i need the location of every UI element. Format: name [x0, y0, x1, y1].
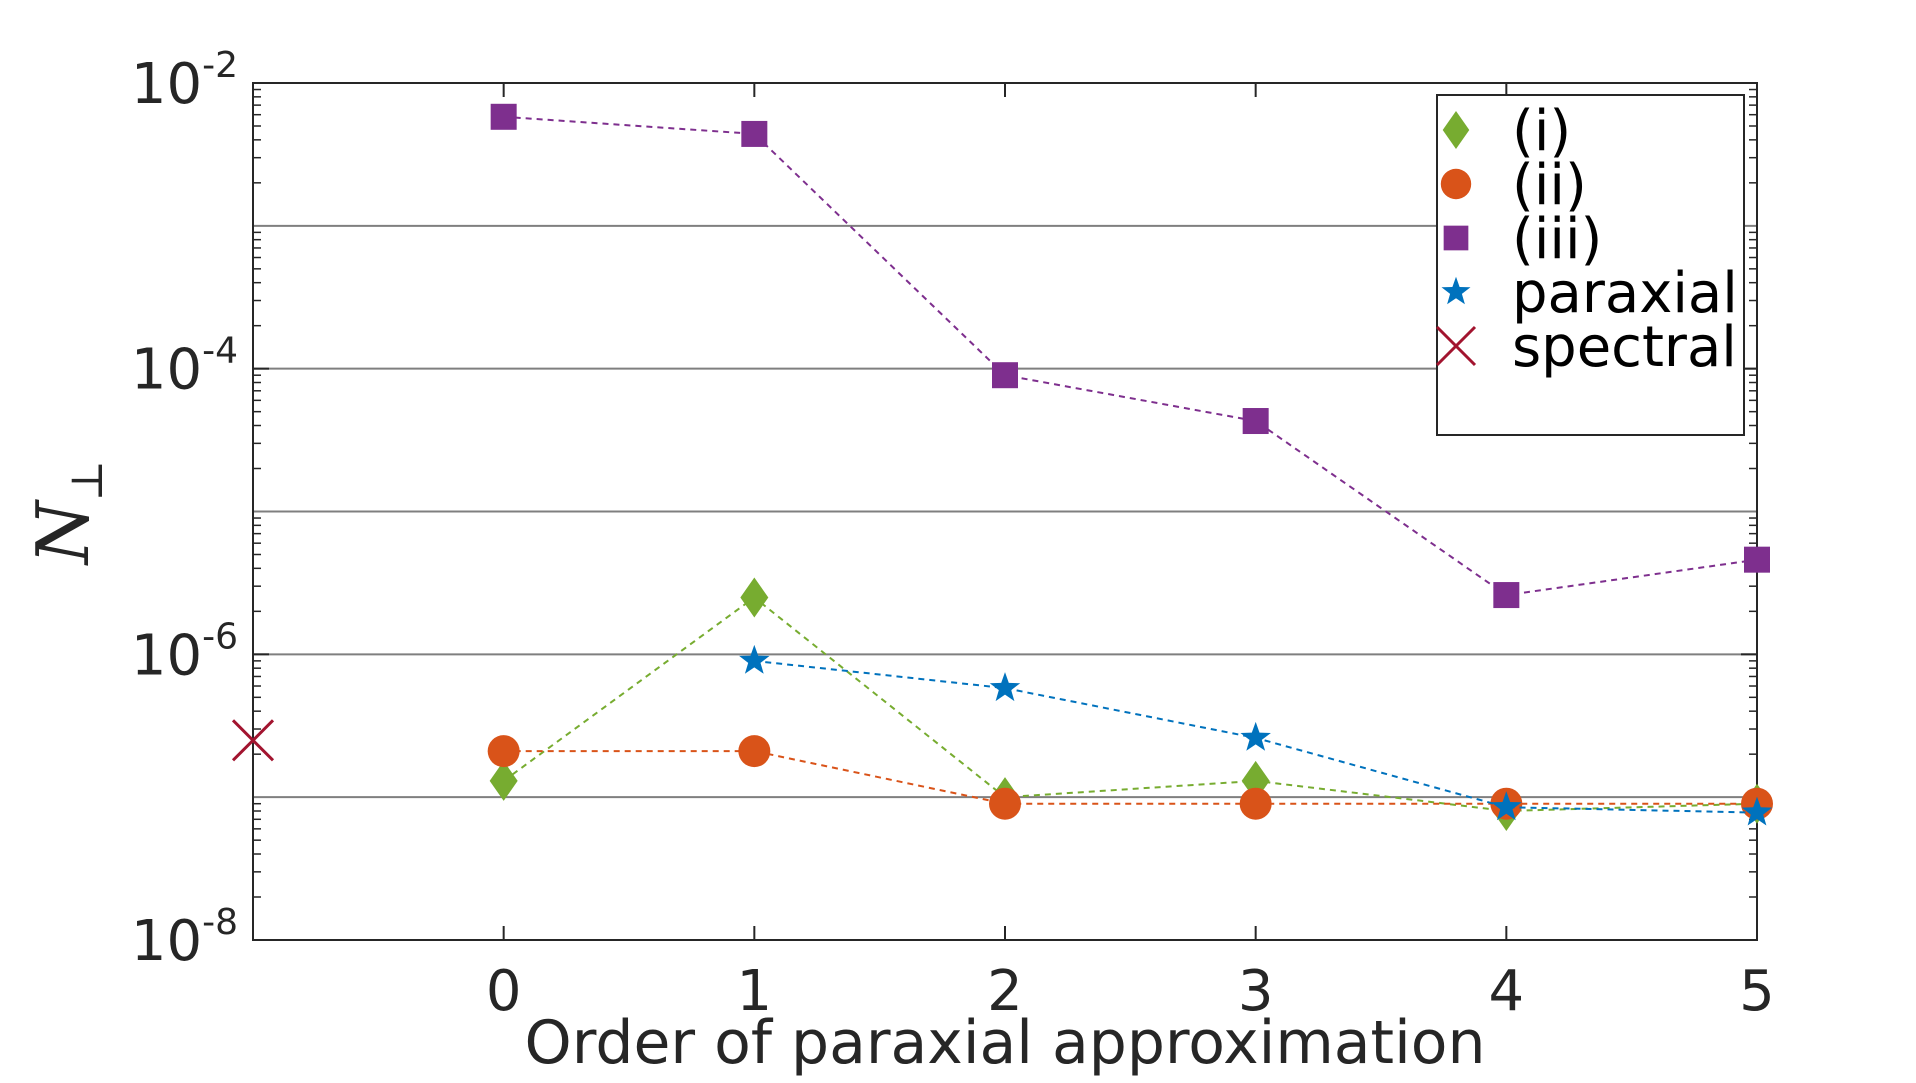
data-point-paraxial [1491, 791, 1522, 821]
data-point-iii [490, 103, 517, 130]
x-axis: 0 1 2 3 4 5 [486, 83, 1775, 1024]
legend-label-iii: (iii) [1512, 207, 1602, 272]
data-point-ii [487, 735, 520, 768]
legend-marker-i [1442, 111, 1470, 149]
data-point-iii [741, 120, 768, 147]
y-axis-label-symbol: N [21, 498, 105, 566]
series-layer [231, 103, 1773, 832]
y-tick-label: 10-2 [131, 45, 238, 117]
data-point-paraxial [1741, 796, 1773, 826]
y-tick-label-exponent: -6 [202, 616, 238, 657]
legend-marker-iii [1443, 225, 1469, 251]
x-tick-label: 3 [1238, 959, 1274, 1024]
data-point-iii [1744, 546, 1770, 573]
y-tick-label-exponent: -2 [202, 45, 238, 86]
series-line-iii [503, 115, 1758, 597]
data-point-ii [989, 787, 1021, 820]
data-point-spectral [231, 719, 275, 762]
data-point-paraxial [739, 644, 770, 674]
y-axis-label-subscript: ⊥ [62, 460, 113, 501]
legend-label-paraxial: paraxial [1512, 261, 1738, 326]
legend-marker-ii [1440, 168, 1472, 200]
y-axis: 10-810-610-410-2 [131, 45, 1757, 974]
y-tick-label-base: 10 [131, 52, 202, 117]
legend-box [1436, 94, 1745, 436]
data-point-i [489, 760, 518, 801]
y-tick-label: 10-8 [131, 902, 238, 974]
legend-marker-spectral [1435, 325, 1477, 367]
x-tick-label: 2 [987, 959, 1023, 1024]
data-point-paraxial [1240, 721, 1271, 751]
data-point-ii [1239, 787, 1272, 820]
data-point-iii [1493, 582, 1520, 609]
data-point-iii [1242, 408, 1269, 435]
y-tick-label-base: 10 [131, 623, 202, 688]
legend-marker-paraxial [1441, 276, 1471, 305]
x-tick-label: 0 [486, 959, 522, 1024]
y-axis-label: N⊥ [21, 460, 113, 566]
x-axis-label: Order of paraxial approximation [525, 1008, 1486, 1078]
svg-text:N⊥: N⊥ [21, 460, 113, 566]
data-point-ii [738, 735, 771, 768]
y-tick-label: 10-4 [131, 331, 238, 403]
legend-label-spectral: spectral [1512, 315, 1737, 380]
x-tick-label: 4 [1489, 959, 1525, 1024]
y-tick-label-base: 10 [131, 909, 202, 974]
series-line-ii [503, 750, 1757, 805]
legend-label-ii: (ii) [1512, 153, 1587, 218]
y-tick-label-exponent: -8 [202, 902, 238, 943]
series-line-i [503, 596, 1758, 813]
x-tick-label: 5 [1739, 959, 1775, 1024]
data-point-i [740, 577, 769, 618]
data-point-paraxial [989, 672, 1021, 702]
y-minor-ticks [253, 88, 1757, 898]
y-tick-label-exponent: -4 [202, 331, 238, 372]
y-tick-label-base: 10 [131, 338, 202, 403]
x-tick-label: 1 [737, 959, 773, 1024]
y-tick-label: 10-6 [131, 616, 238, 688]
legend-label-i: (i) [1512, 99, 1571, 164]
data-point-iii [992, 362, 1018, 389]
